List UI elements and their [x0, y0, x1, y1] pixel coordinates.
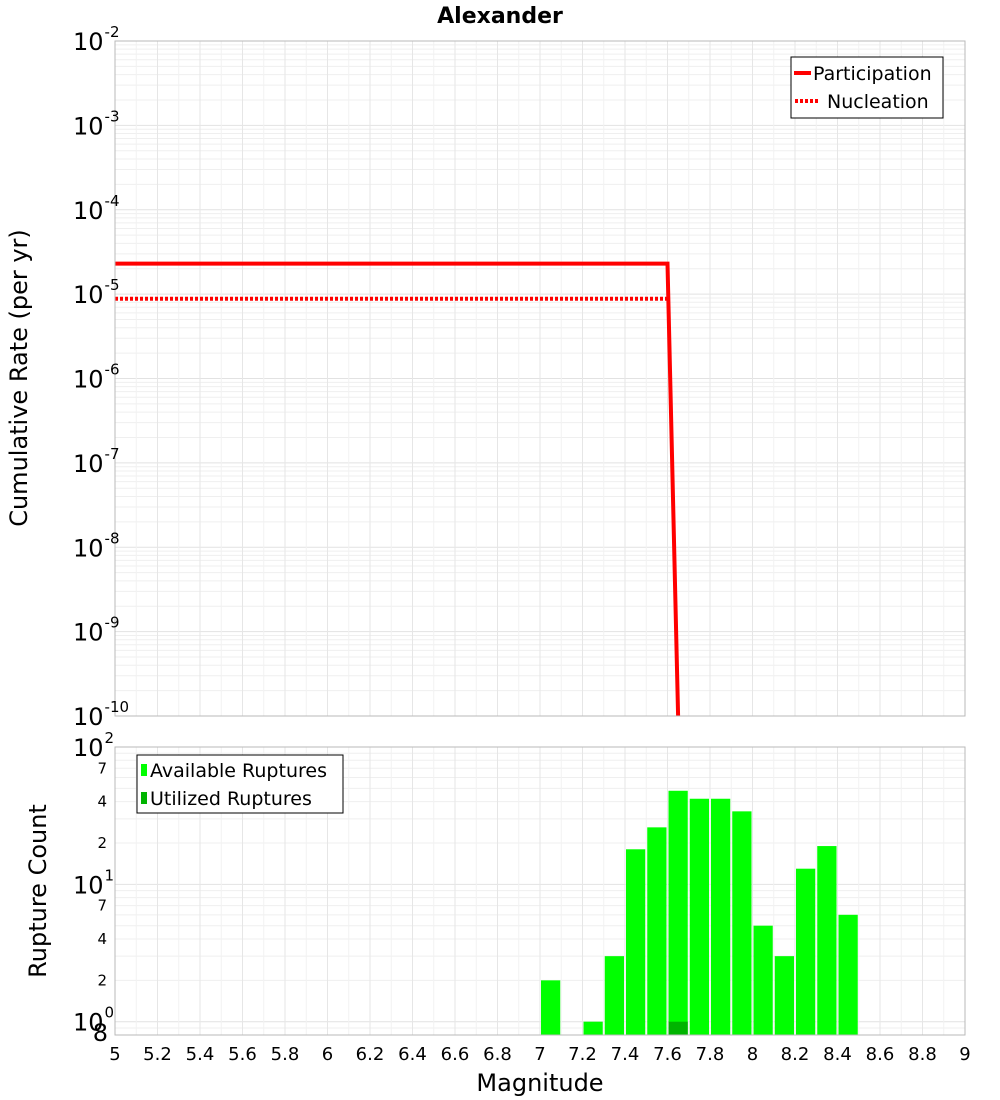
bottom-plot-gridlines: [114, 746, 966, 1036]
x-tick-label: 9: [959, 1044, 970, 1065]
legend-utilized-label: Utilized Ruptures: [150, 788, 312, 810]
available-rupture-bar: [774, 956, 794, 1035]
top-y-ticks: 10-10 10-9 10-8 10-7 10-6 10-5 10-4 10-3 10-2: [73, 23, 129, 731]
participation-line: [115, 261, 681, 717]
top-legend: Participation Nucleation: [790, 56, 944, 119]
bottom-y-tick-label: 100: [73, 1004, 114, 1037]
x-tick-label: 7.8: [696, 1044, 725, 1065]
x-tick-label: 5.4: [186, 1044, 215, 1065]
top-y-tick-label: 10-2: [73, 23, 120, 56]
bottom-y-minor-label: 4: [97, 930, 107, 948]
legend-participation-label: Participation: [813, 63, 932, 85]
bottom-y-minor-label: 7: [97, 759, 107, 777]
legend-nucleation-label: Nucleation: [827, 91, 929, 113]
x-tick-label: 6.2: [356, 1044, 385, 1065]
bottom-y-ticks: 100 101 102 8 2 4 7 2 4 7: [73, 729, 114, 1047]
x-tick-label: 7: [534, 1044, 545, 1065]
x-tick-label: 7.6: [653, 1044, 682, 1065]
available-rupture-bar: [838, 914, 858, 1035]
top-y-tick-label: 10-7: [73, 445, 120, 478]
top-y-tick-label: 10-5: [73, 276, 120, 309]
available-rupture-bar: [647, 827, 667, 1035]
top-y-axis-label: Cumulative Rate (per yr): [5, 229, 33, 527]
x-tick-label: 5.8: [271, 1044, 300, 1065]
bottom-y-minor-label: 4: [97, 793, 107, 811]
bottom-y-tick-label: 101: [73, 866, 114, 899]
top-y-tick-label: 10-6: [73, 361, 120, 394]
x-tick-label: 8.4: [823, 1044, 852, 1065]
top-y-tick-label: 10-9: [73, 614, 120, 647]
available-rupture-bar: [796, 868, 816, 1035]
x-tick-label: 5: [109, 1044, 120, 1065]
bottom-legend: Available Ruptures Utilized Ruptures: [136, 754, 344, 814]
available-rupture-bar: [541, 980, 561, 1035]
legend-utilized-swatch: [141, 792, 147, 804]
top-y-tick-label: 10-10: [73, 698, 129, 731]
top-plot-frame: [114, 40, 966, 717]
top-legend-box: [790, 56, 944, 119]
x-tick-label: 6.6: [441, 1044, 470, 1065]
top-y-tick-label: 10-4: [73, 192, 120, 225]
bottom-y-axis-label: Rupture Count: [24, 804, 52, 978]
top-plot-gridlines: [114, 41, 966, 717]
top-y-tick-label: 10-3: [73, 107, 120, 140]
bottom-y-minor-label: 7: [97, 897, 107, 915]
x-tick-label: 8.2: [781, 1044, 810, 1065]
available-rupture-bar: [604, 956, 624, 1035]
legend-available-label: Available Ruptures: [150, 760, 327, 782]
x-tick-label: 8.8: [908, 1044, 937, 1065]
bottom-plot-frame: [114, 746, 966, 1036]
x-tick-label: 7.4: [611, 1044, 640, 1065]
x-tick-label: 5.6: [228, 1044, 257, 1065]
top-y-tick-label: 10-8: [73, 529, 120, 562]
x-tick-label: 6.8: [483, 1044, 512, 1065]
rupture-count-bars: [541, 790, 858, 1035]
available-rupture-bar: [817, 846, 837, 1035]
available-rupture-bar: [732, 811, 752, 1035]
available-rupture-bar: [711, 798, 731, 1035]
rate-series-lines: [115, 261, 681, 717]
x-tick-label: 7.2: [568, 1044, 597, 1065]
available-rupture-bar: [753, 925, 773, 1035]
x-tick-label: 6.4: [398, 1044, 427, 1065]
available-rupture-bar: [583, 1021, 603, 1035]
x-tick-label: 5.2: [143, 1044, 172, 1065]
x-ticks: 5 5.2 5.4 5.6 5.8 6 6.2 6.4 6.6 6.8 7 7.2 7.4 7.6 7.8 8…: [109, 1044, 970, 1065]
x-axis-label: Magnitude: [476, 1069, 603, 1097]
available-rupture-bar: [626, 849, 646, 1035]
bottom-y-tick-label: 102: [73, 729, 114, 762]
available-rupture-bar: [689, 798, 709, 1035]
bottom-y-minor-label: 8: [93, 1019, 108, 1047]
x-tick-label: 6: [322, 1044, 333, 1065]
x-tick-label: 8: [747, 1044, 758, 1065]
x-tick-label: 8.6: [866, 1044, 895, 1065]
chart-title: Alexander: [437, 4, 563, 29]
bottom-legend-box: [136, 754, 344, 814]
legend-available-swatch: [141, 764, 147, 776]
utilized-rupture-bar: [668, 1021, 688, 1035]
available-rupture-bar: [668, 790, 688, 1035]
bottom-y-minor-label: 2: [97, 834, 107, 852]
bottom-y-minor-label: 2: [97, 971, 107, 989]
